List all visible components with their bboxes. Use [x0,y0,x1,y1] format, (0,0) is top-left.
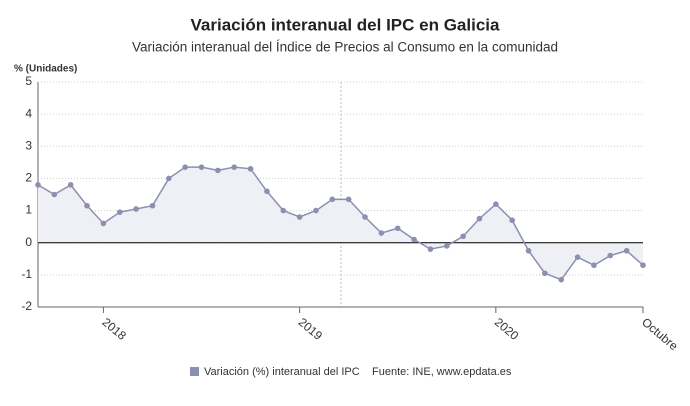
y-tick-label: 2 [25,171,32,185]
chart-title: Variación interanual del IPC en Galicia [191,15,500,34]
point [640,262,646,269]
point [116,209,123,215]
point [166,175,172,182]
point [493,201,499,207]
legend-label: Variación (%) interanual del IPC [204,366,360,378]
point [35,182,41,188]
point [280,207,287,214]
point [51,191,58,198]
point [443,243,450,249]
point [149,202,156,209]
point [345,196,352,203]
point [574,254,581,260]
y-tick-label: -2 [21,299,32,313]
point [607,252,614,259]
point [264,188,270,195]
point [591,262,597,269]
area [38,167,643,280]
point [623,247,630,254]
y-tick-label: 3 [25,138,32,152]
point [296,214,303,220]
x-tick-label: 2020 [492,315,522,343]
point [427,246,434,252]
y-tick-label: 5 [25,74,32,88]
point [362,214,368,220]
point [460,233,466,240]
point [411,236,417,243]
point [247,165,254,172]
y-tick-label: 4 [25,106,32,120]
point [378,230,385,236]
point [394,225,401,232]
x-tick-label: 2019 [296,315,326,343]
legend-swatch [190,367,199,376]
point [100,220,107,227]
x-tick-label: Octubre [639,315,681,353]
point [509,217,515,224]
point [231,164,238,170]
point [525,247,532,254]
point [133,206,139,212]
source: Fuente: INE, www.epdata.es [372,366,512,378]
point [182,164,188,170]
point [558,276,565,283]
chart-subtitle: Variación interanual del Índice de Preci… [132,40,558,55]
point [198,164,205,170]
point [329,196,336,203]
y-tick-label: 0 [25,235,32,249]
x-tick-label: 2018 [99,315,129,343]
y-axis-label: % (Unidades) [14,64,77,75]
point [313,207,319,214]
point [67,182,74,188]
point [542,270,548,277]
point [84,202,90,209]
point [476,215,483,222]
y-tick-label: -1 [21,267,32,281]
y-tick-label: 1 [25,203,32,217]
point [215,167,221,174]
